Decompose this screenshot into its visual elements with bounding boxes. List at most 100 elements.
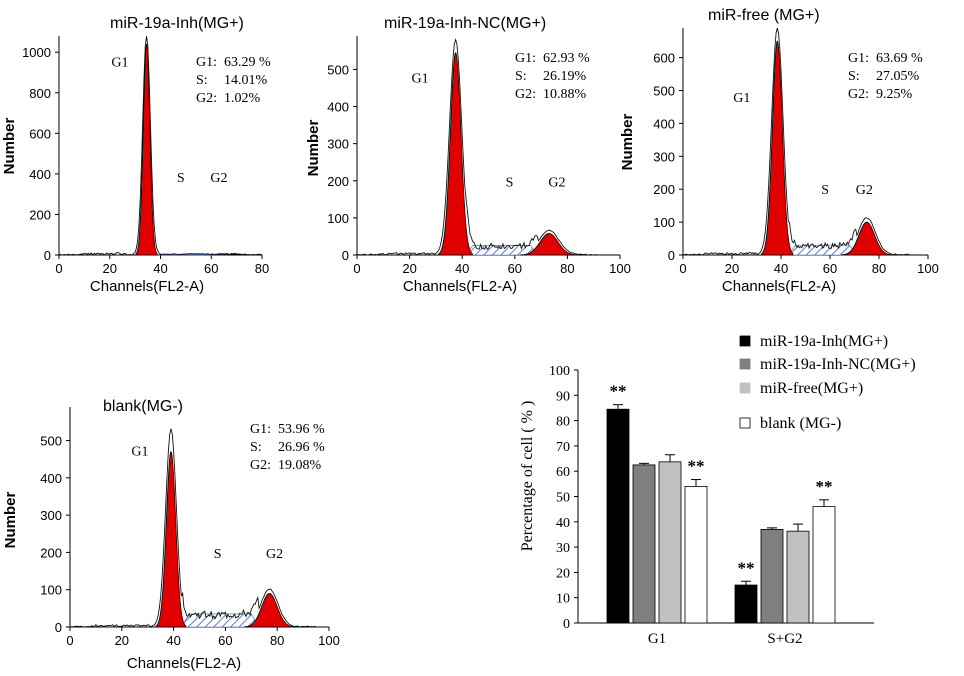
bar-y-tick-label: 40 — [556, 516, 570, 531]
stat-g2-label: G2: — [848, 87, 869, 102]
y-tick-label: 200 — [653, 182, 675, 197]
x-tick-label: 80 — [872, 261, 886, 276]
x-tick-label: 0 — [55, 261, 62, 276]
stat-g2-value: 1.02% — [224, 91, 261, 106]
y-tick-label: 300 — [40, 508, 62, 523]
histogram-title: blank(MG-) — [103, 398, 183, 415]
x-tick-label: 60 — [218, 633, 232, 648]
y-tick-label: 800 — [29, 86, 51, 101]
y-tick-label: 200 — [40, 545, 62, 560]
y-tick-label: 600 — [653, 51, 675, 66]
stat-s-label: S: — [515, 69, 527, 84]
y-tick-label: 400 — [29, 167, 51, 182]
bar — [734, 584, 758, 624]
measured-histogram-line — [58, 35, 263, 256]
stat-g1-label: G1: — [848, 51, 869, 66]
y-tick-label: 400 — [327, 100, 349, 115]
x-tick-label: 80 — [560, 261, 574, 276]
y-axis-label: Number — [2, 492, 19, 549]
significance-marker: ** — [738, 558, 755, 577]
stat-g1-value: 53.96 % — [278, 422, 325, 437]
x-tick-label: 20 — [402, 261, 416, 276]
bar-y-tick-label: 50 — [556, 491, 570, 506]
bar-y-tick-label: 90 — [556, 389, 570, 404]
g2-peak — [841, 221, 893, 256]
x-tick-label: 40 — [455, 261, 469, 276]
y-tick-label: 100 — [653, 215, 675, 230]
s-phase-label: S — [821, 183, 829, 198]
y-tick-label: 0 — [55, 620, 62, 635]
bar-y-tick-label: 10 — [556, 592, 570, 607]
g1-phase-label: G1 — [111, 55, 128, 70]
x-axis-label: Channels(FL2-A) — [722, 278, 836, 295]
measured-histogram-line — [69, 428, 317, 628]
bar-y-tick-label: 70 — [556, 440, 570, 455]
significance-marker: ** — [816, 477, 833, 496]
legend-swatch-mir19a-inh-nc — [739, 358, 751, 370]
y-tick-label: 600 — [29, 126, 51, 141]
g1-peak — [438, 52, 473, 256]
stat-g1-value: 62.93 % — [543, 51, 590, 66]
x-tick-label: 20 — [103, 261, 117, 276]
g1-phase-label: G1 — [733, 91, 750, 106]
g2-phase-label: G2 — [548, 175, 565, 190]
bar-y-tick-label: 0 — [563, 617, 570, 632]
stat-g1-value: 63.29 % — [224, 55, 271, 70]
g1-peak — [155, 451, 187, 628]
x-tick-label: 40 — [153, 261, 167, 276]
s-phase-label: S — [177, 171, 185, 186]
stat-g2-value: 19.08% — [278, 458, 322, 473]
g1-phase-label: G1 — [412, 71, 429, 86]
bar-y-tick-label: 80 — [556, 415, 570, 430]
stat-g1-label: G1: — [250, 422, 271, 437]
stat-s-label: S: — [848, 69, 860, 84]
stat-s-label: S: — [250, 440, 262, 455]
bar-y-tick-label: 20 — [556, 566, 570, 581]
y-axis-label: Number — [619, 114, 636, 171]
y-axis-label: Number — [305, 120, 322, 177]
bar — [684, 485, 708, 624]
significance-marker: ** — [688, 457, 705, 476]
y-tick-label: 500 — [40, 434, 62, 449]
y-tick-label: 0 — [342, 248, 349, 263]
bar-y-tick-label: 60 — [556, 465, 570, 480]
bar-category-label: G1 — [648, 631, 666, 647]
bar-y-tick-label: 100 — [549, 364, 570, 379]
y-tick-label: 300 — [653, 149, 675, 164]
x-tick-label: 40 — [166, 633, 180, 648]
y-tick-label: 400 — [40, 471, 62, 486]
x-tick-label: 60 — [508, 261, 522, 276]
stat-g2-value: 9.25% — [876, 87, 913, 102]
bar-category-label: S+G2 — [767, 631, 802, 647]
legend-label-blank: blank (MG-) — [760, 415, 841, 432]
histogram-panel-mir19a-inh: miR-19a-Inh(MG+) Number Channels(FL2-A) … — [1, 15, 271, 295]
y-tick-label: 200 — [29, 207, 51, 222]
bar — [760, 528, 784, 624]
legend-swatch-mir-free — [739, 382, 751, 394]
bar-chart-panel: Percentage of cell ( % ) miR-19a-Inh(MG+… — [519, 333, 916, 647]
stat-g2-label: G2: — [515, 87, 536, 102]
stat-s-value: 26.19% — [543, 69, 587, 84]
bar — [606, 408, 630, 624]
g2-peak — [519, 233, 579, 256]
y-tick-label: 1000 — [22, 45, 51, 60]
bar — [658, 461, 682, 624]
stat-s-value: 26.96 % — [278, 440, 325, 455]
y-tick-label: 100 — [40, 583, 62, 598]
g2-phase-label: G2 — [210, 171, 227, 186]
y-tick-label: 500 — [327, 62, 349, 77]
significance-marker: ** — [610, 382, 627, 401]
x-tick-label: 100 — [609, 261, 631, 276]
x-tick-label: 20 — [115, 633, 129, 648]
s-phase-label: S — [214, 547, 222, 562]
stat-g1-label: G1: — [515, 51, 536, 66]
y-tick-label: 400 — [653, 116, 675, 131]
stat-g1-label: G1: — [196, 55, 217, 70]
histogram-panel-mir19a-inh-nc: miR-19a-Inh-NC(MG+) Number Channels(FL2-… — [305, 15, 631, 295]
g2-peak — [244, 593, 295, 628]
stat-g1-value: 63.69 % — [876, 51, 923, 66]
y-tick-label: 100 — [327, 211, 349, 226]
stat-s-value: 27.05% — [876, 69, 920, 84]
bar — [812, 506, 836, 624]
